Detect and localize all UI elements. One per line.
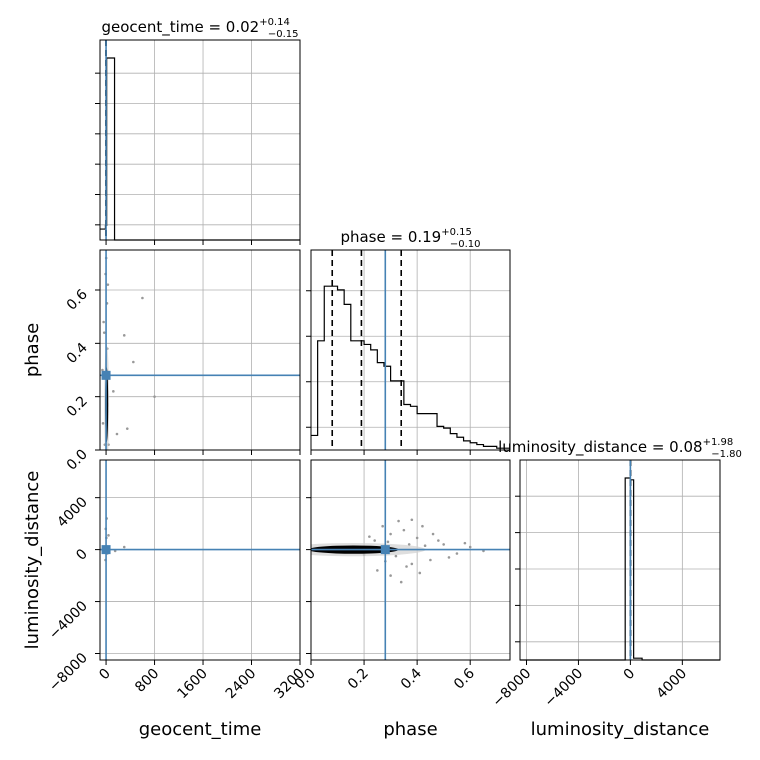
y-tick-label: −8000 bbox=[46, 650, 91, 695]
title-plus: +0.15 bbox=[441, 227, 472, 238]
x-tick-label: 1600 bbox=[174, 666, 211, 703]
scatter-point bbox=[389, 532, 392, 536]
title-minus: −0.10 bbox=[450, 239, 481, 250]
scatter-point bbox=[112, 390, 115, 393]
title-minus: −1.80 bbox=[711, 449, 742, 460]
x-tick-label: 0.4 bbox=[398, 665, 425, 692]
scatter-point bbox=[410, 562, 414, 566]
title-minus: −0.15 bbox=[268, 29, 299, 40]
axes-frame bbox=[310, 459, 511, 661]
scatter-point bbox=[125, 427, 129, 430]
x-tick-label: 4000 bbox=[654, 666, 691, 703]
x-tick-label: 0.6 bbox=[451, 665, 478, 692]
scatter-point bbox=[447, 556, 451, 559]
scatter-point bbox=[418, 571, 422, 575]
scatter-point bbox=[431, 532, 435, 536]
truth-marker bbox=[101, 545, 111, 555]
scatter-point bbox=[102, 331, 106, 334]
scatter-point bbox=[101, 368, 104, 372]
scatter-point bbox=[106, 283, 110, 286]
scatter-point bbox=[102, 320, 105, 324]
scatter-point bbox=[421, 524, 424, 528]
x-tick-label: 2400 bbox=[223, 666, 260, 703]
scatter-point bbox=[153, 395, 156, 398]
x-tick-label: 0 bbox=[96, 666, 114, 684]
x-tick-label: −4000 bbox=[541, 666, 586, 711]
scatter-point bbox=[386, 540, 390, 544]
histogram-phase bbox=[311, 285, 510, 449]
scatter-point bbox=[368, 535, 371, 538]
scatter-point bbox=[399, 580, 403, 584]
scatter-point bbox=[132, 360, 135, 364]
scatter-point bbox=[397, 519, 400, 523]
panel-luminosity_distance_vs_geocent_time bbox=[100, 460, 300, 660]
axes-frame bbox=[310, 249, 511, 451]
scatter-point bbox=[442, 543, 445, 546]
panel-title-geocent_time: geocent_time = 0.02+0.14 −0.15 bbox=[102, 17, 299, 40]
scatter-point bbox=[407, 543, 411, 546]
axes-frame bbox=[99, 459, 301, 661]
x-axis-label-luminosity_distance: luminosity_distance bbox=[531, 719, 710, 740]
x-axis-label-geocent_time: geocent_time bbox=[139, 719, 262, 740]
title-plus: +0.14 bbox=[259, 17, 290, 28]
scatter-point bbox=[101, 422, 105, 425]
title-text: luminosity_distance = 0.08 bbox=[498, 438, 702, 457]
y-axis-label-phase: phase bbox=[22, 323, 43, 377]
title-text: phase = 0.19 bbox=[340, 228, 441, 246]
scatter-point bbox=[373, 539, 376, 542]
scatter-point bbox=[394, 554, 398, 558]
scatter-point bbox=[122, 334, 126, 337]
y-tick-label: 0.0 bbox=[64, 447, 91, 474]
x-tick-label: 0 bbox=[621, 666, 639, 684]
scatter-point bbox=[468, 545, 472, 549]
histogram-luminosity_distance bbox=[520, 477, 720, 661]
scatter-point bbox=[429, 558, 432, 562]
y-tick-label: 0.2 bbox=[64, 393, 91, 420]
truth-marker bbox=[101, 370, 111, 380]
scatter-point bbox=[122, 545, 126, 549]
y-tick-label: 0.6 bbox=[64, 286, 91, 313]
axes-frame bbox=[99, 249, 301, 451]
panel-title-phase: phase = 0.19+0.15 −0.10 bbox=[340, 227, 480, 250]
y-tick-label: 4000 bbox=[54, 494, 91, 531]
scatter-point bbox=[437, 539, 440, 542]
x-tick-label: 800 bbox=[132, 666, 162, 696]
x-axis-label-phase: phase bbox=[383, 719, 437, 740]
scatter-point bbox=[389, 574, 392, 577]
scatter-point bbox=[410, 518, 414, 522]
scatter-point bbox=[115, 432, 119, 436]
histogram-geocent_time bbox=[100, 57, 300, 241]
y-tick-label: −4000 bbox=[46, 598, 91, 643]
scatter-point bbox=[463, 541, 467, 545]
scatter-point bbox=[423, 544, 427, 548]
x-tick-label: −8000 bbox=[490, 666, 535, 711]
truth-marker bbox=[380, 545, 390, 555]
scatter-point bbox=[141, 296, 144, 300]
scatter-point bbox=[402, 528, 406, 532]
y-tick-label: 0.4 bbox=[64, 340, 91, 367]
panel-title-luminosity_distance: luminosity_distance = 0.08+1.98 −1.80 bbox=[498, 437, 742, 460]
scatter-point bbox=[415, 536, 419, 540]
scatter-point bbox=[455, 552, 459, 555]
panel-luminosity_distance_vs_phase bbox=[311, 460, 510, 660]
scatter-point bbox=[381, 524, 384, 528]
y-tick-label: 0 bbox=[73, 546, 91, 564]
panel-phase_vs_geocent_time bbox=[100, 250, 300, 450]
y-axis-label-luminosity_distance: luminosity_distance bbox=[22, 471, 43, 650]
axes-frame bbox=[519, 459, 721, 661]
title-text: geocent_time = 0.02 bbox=[102, 18, 260, 37]
x-tick-label: 0.2 bbox=[345, 666, 372, 693]
title-plus: +1.98 bbox=[703, 437, 734, 448]
scatter-point bbox=[405, 565, 408, 568]
scatter-point bbox=[376, 569, 379, 572]
axes-frame bbox=[99, 39, 301, 241]
scatter-point bbox=[107, 534, 110, 537]
